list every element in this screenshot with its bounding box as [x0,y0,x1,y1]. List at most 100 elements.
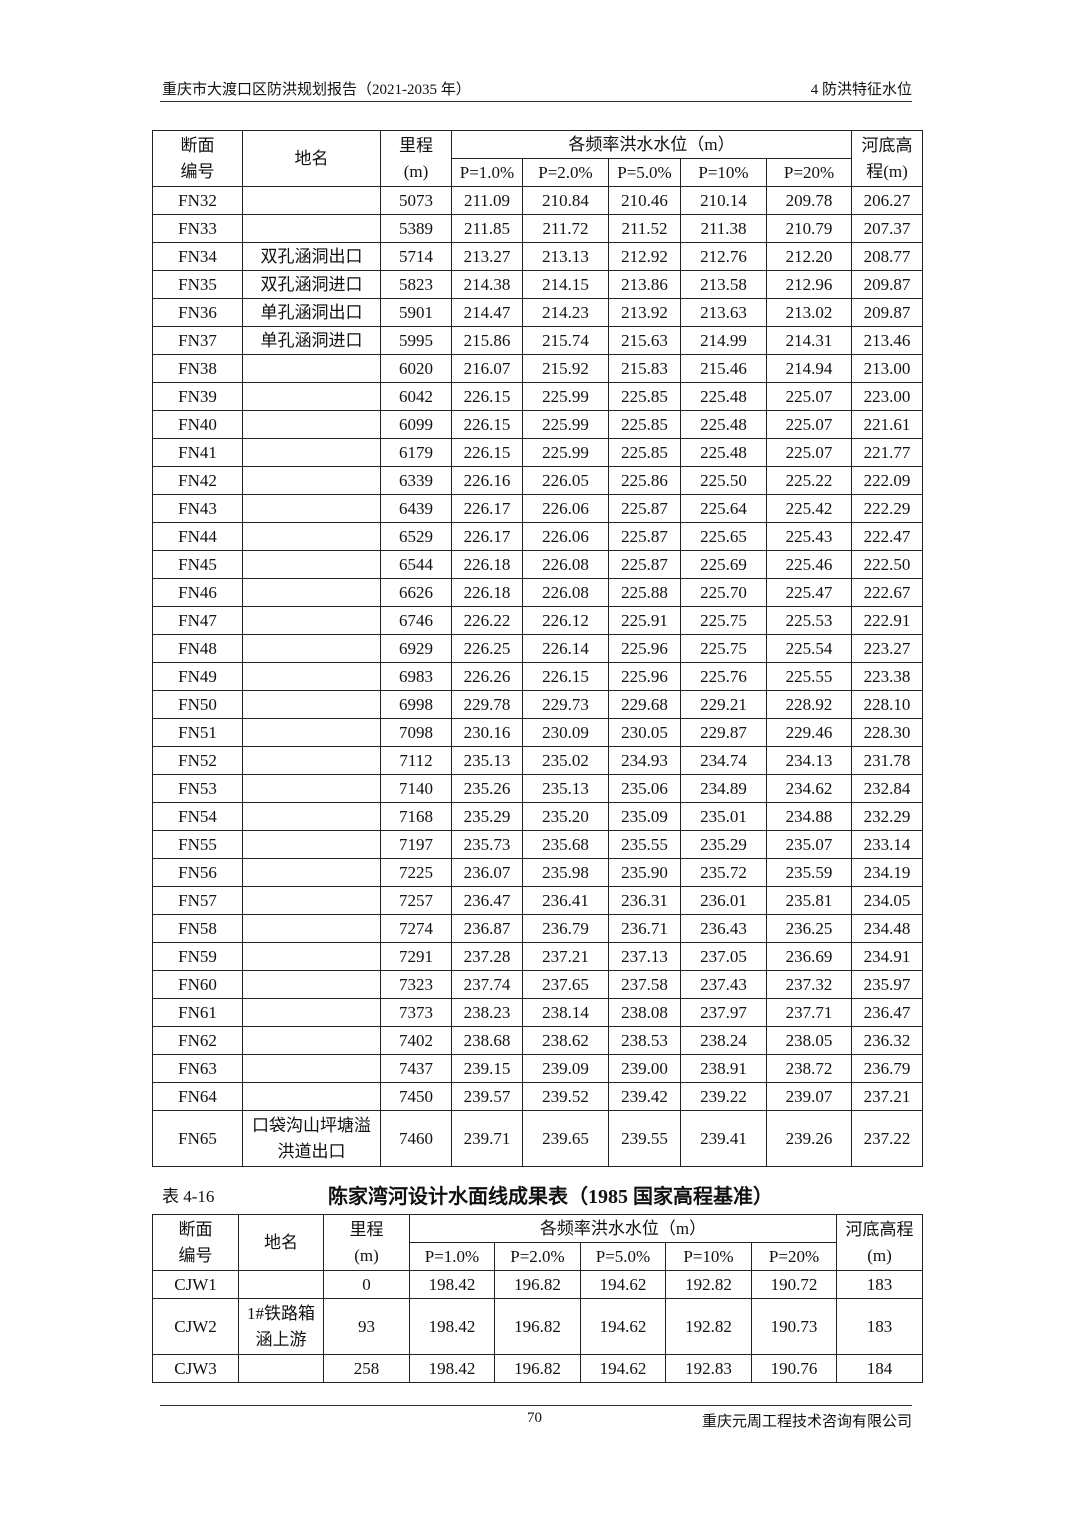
table-cell: 7460 [380,1110,452,1167]
table-cell: 238.53 [608,1026,681,1055]
table-cell: 214.23 [522,298,609,327]
table-cell: 7257 [380,886,452,915]
table-cell: 235.13 [522,774,609,803]
table-cell: 236.71 [608,914,681,943]
table-row: FN32 5073 211.09 210.84 210.46 210.14 209.78 20… [152,186,924,215]
table-cell: 234.62 [765,774,853,803]
table-cell: 226.06 [522,494,609,523]
table-cell: FN43 [152,494,243,523]
col-header-water-level: 各频率洪水水位（m） [408,1214,838,1243]
table-cell: 235.26 [451,774,523,803]
table-cell: 206.27 [851,186,924,215]
table-row: FN53 7140 235.26 235.13 235.06 234.89 234.62 23… [152,774,924,803]
table-cell: 235.90 [608,858,681,887]
table-cell: 213.58 [680,270,767,299]
table-cell: 7402 [380,1026,452,1055]
table-cell: 216.07 [451,354,523,383]
header-row: P=1.0% P=2.0% P=5.0% P=10% P=20% [153,158,923,187]
table-cell: 6544 [380,550,452,579]
table-cell: 225.86 [608,466,681,495]
table-cell: 236.87 [451,914,523,943]
water-level-table-cjw: 断面 编号 地名 里程 (m) 各频率洪水水位（m） 河底高程 (m) P=1.0% P=2.0%… [152,1214,924,1383]
table-cell: 225.75 [680,634,767,663]
table-cell: 5995 [380,326,452,355]
table-cell [238,1270,324,1299]
table-cell: 225.76 [680,662,767,691]
table-cell [242,1082,381,1111]
table-row: FN61 7373 238.23 238.14 238.08 237.97 237.71 23… [152,998,924,1027]
table-cell: 226.15 [451,410,523,439]
table-cell: 237.58 [608,970,681,999]
table-cell: 225.88 [608,578,681,607]
table-cell: 225.48 [680,438,767,467]
table-cell: 237.71 [765,998,853,1027]
table-cell: 235.29 [451,802,523,831]
table-cell: 183 [836,1270,924,1299]
table-cell: 7168 [380,802,452,831]
table-cell: FN34 [152,242,243,271]
table-cell: 222.47 [851,522,924,551]
table-cell: 214.94 [765,354,853,383]
table-cell [242,662,381,691]
table-cell [242,550,381,579]
table-cell: 237.43 [680,970,767,999]
table-cell: 190.76 [750,1354,838,1383]
table-cell: 236.79 [851,1054,924,1083]
table-cell: 234.89 [680,774,767,803]
table-cell: 223.27 [851,634,924,663]
table-cell: 1#铁路箱涵上游 [238,1298,324,1355]
table-cell: 226.18 [451,550,523,579]
table-cell: 229.21 [680,690,767,719]
table-cell: 229.73 [522,690,609,719]
table-cell: 214.99 [680,326,767,355]
col-header-bed-elevation: 河底高程(m) [836,1214,924,1271]
table-cell: 209.87 [851,270,924,299]
table-cell: 229.87 [680,718,767,747]
table-cell [242,830,381,859]
table-cell: 190.72 [750,1270,838,1299]
table-row: CJW3 258 198.42 196.82 194.62 192.83 190.76 184 [152,1354,924,1383]
table-cell: 235.01 [680,802,767,831]
table-cell [242,606,381,635]
table-cell: 226.15 [451,438,523,467]
table-cell: 213.86 [608,270,681,299]
table-cell [242,886,381,915]
page-number: 70 [527,1410,542,1426]
col-header-frequency: P=20% [765,158,853,187]
table-cell: 226.08 [522,578,609,607]
table-cell: 211.09 [451,186,523,215]
table-cell: FN52 [152,746,243,775]
table-cell: 225.96 [608,634,681,663]
table-cell: 225.53 [765,606,853,635]
table-cell: 213.13 [522,242,609,271]
table-cell: 239.22 [680,1082,767,1111]
table-cell: 194.62 [580,1354,666,1383]
table-cell: 6339 [380,466,452,495]
table-cell: 235.59 [765,858,853,887]
running-header-title: 重庆市大渡口区防洪规划报告（2021-2035 年） [162,82,471,98]
table-cell [242,718,381,747]
table-cell: 236.47 [851,998,924,1027]
table-cell: FN65 [152,1110,243,1167]
table-cell: FN47 [152,606,243,635]
table-row: FN54 7168 235.29 235.20 235.09 235.01 234.88 23… [152,802,924,831]
table-cell: 215.86 [451,326,523,355]
table-cell: 190.73 [750,1298,838,1355]
col-header-frequency: P=10% [665,1242,752,1271]
table-cell: 212.92 [608,242,681,271]
table-cell: 6099 [380,410,452,439]
table-cell [242,998,381,1027]
table-cell [242,578,381,607]
table-cell: 196.82 [494,1354,581,1383]
table-cell: 231.78 [851,746,924,775]
table-cell: 192.82 [665,1270,752,1299]
table-cell: 230.16 [451,718,523,747]
col-header-water-level: 各频率洪水水位（m） [450,130,853,159]
table-cell: 221.61 [851,410,924,439]
table-row: FN40 6099 226.15 225.99 225.85 225.48 225.07 22… [152,410,924,439]
table-cell: 225.50 [680,466,767,495]
table-cell: 258 [323,1354,410,1383]
table-cell: 7098 [380,718,452,747]
table-cell: 214.31 [765,326,853,355]
table-cell: 222.91 [851,606,924,635]
